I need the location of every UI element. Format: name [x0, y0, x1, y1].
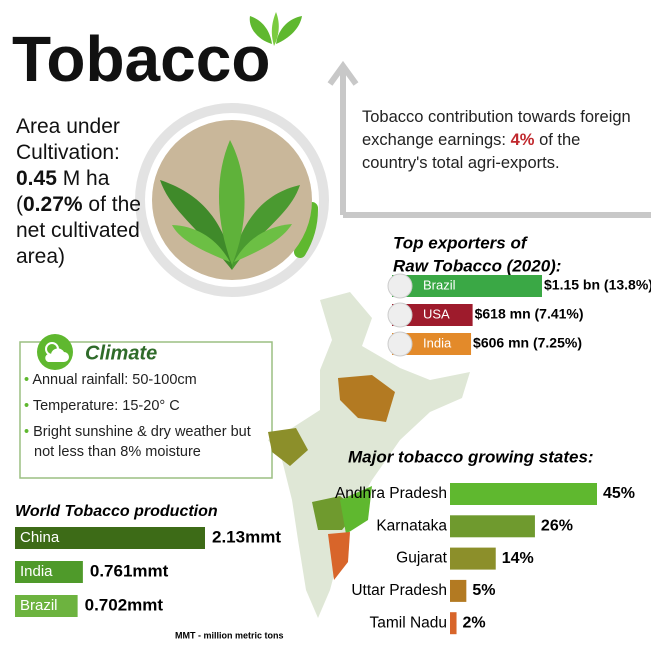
- area-share-text: of the net cultivated area): [16, 193, 141, 268]
- states-title: Major tobacco growing states:: [348, 447, 594, 466]
- climate-item: • Annual rainfall: 50-100cm: [22, 370, 272, 390]
- state-name: Gujarat: [396, 550, 448, 567]
- state-name: Tamil Nadu: [369, 614, 447, 631]
- flag: [387, 273, 413, 299]
- forex-box: Tobacco contribution towards foreign exc…: [362, 106, 642, 175]
- production-label: 0.702mmt: [85, 595, 164, 614]
- climate-item: • Bright sunshine & dry weather but not …: [22, 422, 272, 462]
- state-bar: [450, 483, 597, 505]
- state-bar: [450, 612, 457, 635]
- climate-title: Climate: [85, 342, 157, 364]
- production-title: World Tobacco production: [15, 503, 218, 520]
- state-bar: [450, 579, 467, 602]
- state-name: Uttar Pradesh: [351, 582, 447, 599]
- forex-highlight: 4%: [510, 131, 535, 149]
- flag: [387, 331, 413, 357]
- production-country: China: [20, 529, 60, 546]
- exporters-title: Raw Tobacco (2020):: [393, 256, 561, 275]
- area-text: Area under Cultivation: 0.45 M ha (0.27%…: [16, 114, 146, 270]
- production-bar: [15, 595, 78, 617]
- state-bar: [450, 515, 535, 538]
- exporters-title: Top exporters of: [393, 233, 529, 252]
- india-map: [268, 292, 470, 618]
- export-label: $618 mn (7.41%): [475, 306, 584, 322]
- export-country: USA: [423, 306, 450, 321]
- climate-list: • Annual rainfall: 50-100cm • Temperature…: [22, 370, 272, 462]
- production-label: 0.761mmt: [90, 561, 169, 580]
- bullet: •: [24, 424, 34, 440]
- state-name: Karnataka: [376, 517, 447, 534]
- export-country: India: [423, 335, 452, 350]
- area-label: Area under Cultivation:: [16, 115, 120, 164]
- climate-text: Temperature: 15-20° C: [32, 398, 180, 414]
- area-unit: M ha: [62, 167, 110, 190]
- production-bar: [15, 527, 205, 549]
- production-label: 2.13mmt: [212, 527, 281, 546]
- cloud-icon: [45, 348, 69, 362]
- state-bar: [450, 547, 496, 570]
- production-country: Brazil: [20, 597, 58, 614]
- climate-item: • Temperature: 15-20° C: [22, 396, 272, 416]
- area-value: 0.45: [16, 167, 57, 190]
- export-country: Brazil: [423, 277, 456, 292]
- export-label: $606 mn (7.25%): [473, 335, 582, 351]
- forex-after: of the country's total agri-exports.: [362, 131, 581, 172]
- leaf-icon: [249, 12, 302, 46]
- production-note: MMT - million metric tons: [175, 630, 284, 640]
- state-label: 26%: [541, 518, 573, 535]
- plant-image: [135, 103, 329, 297]
- forex-before: Tobacco contribution towards foreign exc…: [362, 108, 631, 149]
- production-country: India: [20, 563, 53, 580]
- state-name: Andhra Pradesh: [335, 485, 447, 502]
- export-bar: [392, 333, 472, 355]
- state-label: 45%: [603, 485, 635, 502]
- bullet: •: [24, 372, 33, 388]
- forex-text: Tobacco contribution towards foreign exc…: [362, 106, 642, 175]
- climate-text: Bright sunshine & dry weather but not le…: [33, 424, 251, 460]
- state-label: 14%: [502, 550, 534, 567]
- flag: [387, 302, 413, 328]
- area-share: 0.27%: [23, 193, 83, 216]
- bullet: •: [24, 398, 33, 414]
- arrow: [327, 60, 651, 218]
- export-bar: [392, 275, 542, 297]
- climate-text: Annual rainfall: 50-100cm: [32, 372, 197, 388]
- production-bar: [15, 561, 83, 583]
- state-label: 2%: [463, 614, 486, 631]
- climate-list-box: • Annual rainfall: 50-100cm• Temperature…: [22, 370, 272, 462]
- area-paren: (: [16, 193, 23, 216]
- export-label: $1.15 bn (13.8%): [544, 277, 651, 293]
- area-box: Area under Cultivation: 0.45 M ha (0.27%…: [16, 114, 146, 270]
- state-label: 5%: [472, 582, 495, 599]
- export-bar: [392, 304, 473, 326]
- title: Tobacco: [12, 23, 270, 95]
